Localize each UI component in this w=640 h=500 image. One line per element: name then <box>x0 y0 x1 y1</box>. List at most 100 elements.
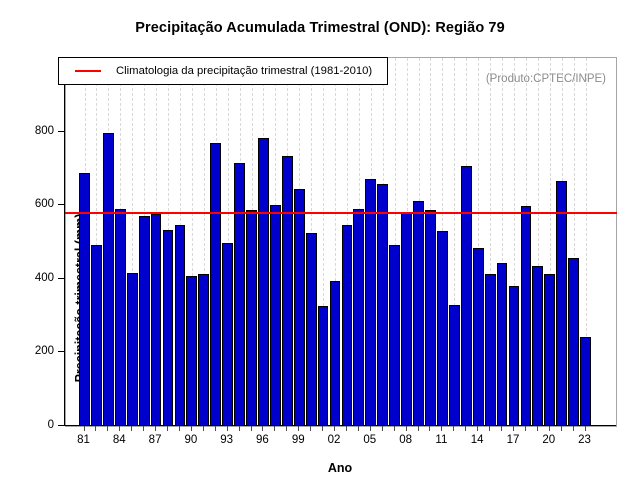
bar-2001 <box>317 305 329 426</box>
x-axis-line <box>64 425 616 426</box>
bar-2015 <box>484 274 496 426</box>
x-tick-2018 <box>524 426 526 431</box>
x-tick-1995 <box>250 426 252 431</box>
bar-2017 <box>508 286 520 426</box>
x-tick-1990 <box>190 426 192 431</box>
bar-1992 <box>210 143 222 426</box>
x-tick-1987 <box>155 426 157 431</box>
x-tick-2014 <box>477 426 479 431</box>
bar-1983 <box>102 133 114 426</box>
gridline-2007 <box>394 58 396 426</box>
gridline-2020 <box>549 58 551 426</box>
bar-1986 <box>138 215 150 426</box>
x-tick-2010 <box>429 426 431 431</box>
gridline-1982 <box>96 58 98 426</box>
legend-label: Climatologia da precipitação trimestral … <box>116 65 373 77</box>
bar-2016 <box>496 262 508 426</box>
x-tick-1985 <box>131 426 133 431</box>
x-tick-label-1987: 87 <box>148 434 162 446</box>
bar-1985 <box>126 273 138 426</box>
bar-1982 <box>91 244 102 426</box>
legend: Climatologia da precipitação trimestral … <box>58 57 388 85</box>
gridline-1985 <box>132 58 134 426</box>
gridline-2014 <box>478 58 480 426</box>
bar-2002 <box>329 281 341 426</box>
x-tick-2011 <box>441 426 443 431</box>
page-title: Precipitação Acumulada Trimestral (OND):… <box>135 20 505 36</box>
bar-2009 <box>413 201 424 426</box>
bar-2007 <box>389 245 401 426</box>
bar-2006 <box>377 184 389 426</box>
bar-2003 <box>341 225 353 426</box>
x-tick-label-1990: 90 <box>184 434 198 446</box>
bar-1981 <box>79 172 90 426</box>
y-tick-800 <box>58 130 64 132</box>
gridline-1993 <box>227 58 229 426</box>
climatology-reference-line <box>65 212 617 215</box>
x-tick-label-2005: 05 <box>363 434 377 446</box>
x-tick-label-2017: 17 <box>506 434 520 446</box>
x-tick-1997 <box>274 426 276 431</box>
y-tick-200 <box>58 351 64 353</box>
x-tick-2009 <box>417 426 419 431</box>
bar-1988 <box>162 229 174 426</box>
x-tick-label-2011: 11 <box>435 434 448 446</box>
bar-1990 <box>186 275 198 426</box>
bar-2005 <box>365 178 377 426</box>
bar-1995 <box>246 209 257 426</box>
x-tick-label-1999: 99 <box>291 434 305 446</box>
watermark-label: (Produto:CPTEC/INPE) <box>485 73 606 85</box>
bar-2011 <box>437 231 448 426</box>
bar-2020 <box>544 274 556 426</box>
bar-2012 <box>448 304 460 426</box>
x-axis-title: Ano <box>327 461 353 475</box>
x-tick-1993 <box>226 426 228 431</box>
x-tick-2015 <box>489 426 491 431</box>
x-tick-2005 <box>369 426 371 431</box>
gridline-2016 <box>502 58 504 426</box>
bar-2008 <box>401 211 412 426</box>
x-tick-1999 <box>298 426 300 431</box>
x-tick-2016 <box>501 426 503 431</box>
x-tick-1986 <box>143 426 145 431</box>
bar-2019 <box>532 265 544 426</box>
gridline-2023 <box>585 58 587 426</box>
x-tick-1982 <box>95 426 97 431</box>
x-tick-1981 <box>83 426 85 431</box>
bar-1994 <box>234 162 245 426</box>
bar-1991 <box>198 273 210 426</box>
y-tick-400 <box>58 277 64 279</box>
climatology-line-swatch-icon <box>75 70 101 72</box>
x-tick-1989 <box>178 426 180 431</box>
gridline-2017 <box>513 58 515 426</box>
bar-2018 <box>520 206 532 426</box>
x-tick-2004 <box>357 426 359 431</box>
gridline-1991 <box>203 58 205 426</box>
bar-2014 <box>472 248 484 426</box>
x-tick-2023 <box>584 426 586 431</box>
gridline-2002 <box>335 58 337 426</box>
x-tick-2019 <box>536 426 538 431</box>
gridline-2015 <box>490 58 492 426</box>
x-tick-2021 <box>560 426 562 431</box>
bar-1998 <box>281 155 293 426</box>
bar-1989 <box>174 224 186 426</box>
bar-2004 <box>353 209 365 426</box>
x-tick-2003 <box>345 426 347 431</box>
gridline-2022 <box>573 58 575 426</box>
gridline-2019 <box>537 58 539 426</box>
gridline-1990 <box>191 58 193 426</box>
x-tick-label-1984: 84 <box>112 434 126 446</box>
y-tick-label-400: 400 <box>34 271 54 284</box>
x-tick-1994 <box>238 426 240 431</box>
bar-1999 <box>293 188 305 426</box>
x-tick-label-1981: 81 <box>77 434 90 446</box>
y-tick-0 <box>58 425 64 426</box>
gridline-2012 <box>454 58 456 426</box>
y-tick-label-800: 800 <box>34 124 54 137</box>
y-tick-label-0: 0 <box>47 419 54 431</box>
bar-1993 <box>222 243 234 426</box>
bar-2022 <box>568 257 580 426</box>
x-tick-1998 <box>286 426 288 431</box>
x-tick-label-1993: 93 <box>220 434 234 446</box>
